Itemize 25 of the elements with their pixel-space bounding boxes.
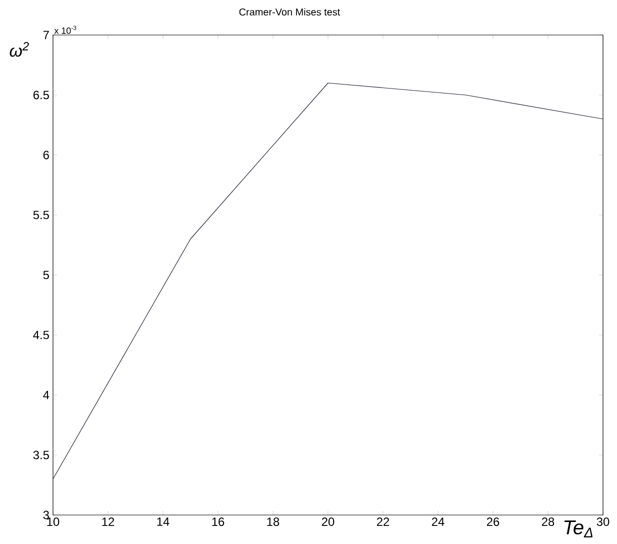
x-tick-label: 30 (596, 518, 610, 526)
line-series (52, 82, 604, 480)
chart-title: Cramer-Von Mises test (239, 8, 340, 16)
x-tick-label: 16 (212, 518, 224, 526)
x-tick-label: 26 (486, 518, 500, 526)
text: x 10$^{-3}$ (54, 26, 76, 34)
x-tick-label: 12 (102, 518, 114, 526)
y-tick-label: 3.5 (33, 450, 49, 460)
x-tick-label: 22 (376, 518, 390, 526)
x-tick-label: 28 (542, 518, 554, 526)
y-tick-label: 4 (43, 390, 50, 400)
y-tick-label: 3 (43, 510, 49, 520)
x-tick-label: 10 (47, 518, 60, 526)
y-tick-label: 5 (43, 270, 49, 280)
y-tick-label: 6.5 (33, 90, 49, 100)
x-tick-label: 18 (267, 518, 280, 526)
x-tick-label: 20 (322, 518, 334, 526)
y-tick-label: 7 (43, 30, 49, 40)
x-tick-label: 14 (157, 518, 170, 526)
y-axis-title: ω$^{2}$ (10, 42, 29, 57)
y-tick-label: 6 (43, 150, 49, 160)
y-tick-label: 4.5 (33, 330, 49, 340)
x-axis-title: Te$_{Δ}$ (564, 520, 592, 538)
x-tick-label: 24 (432, 518, 444, 526)
y-tick-label: 5.5 (33, 210, 49, 220)
